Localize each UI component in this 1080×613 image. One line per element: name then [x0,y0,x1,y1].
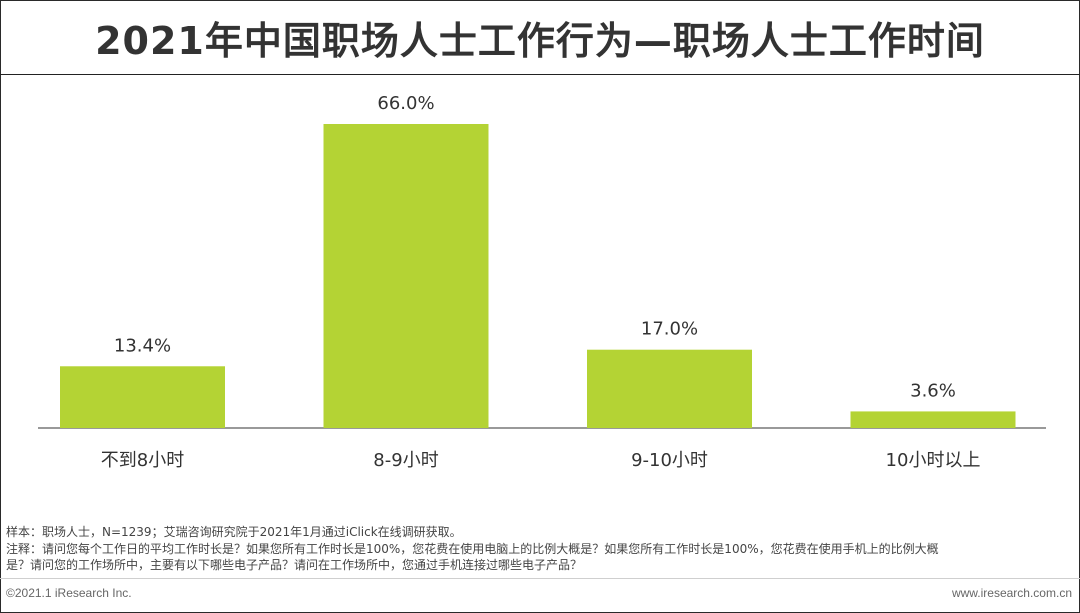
footer-divider [0,578,1080,579]
bar-chart: 13.4% 不到8小时 66.0% 8-9小时 17.0% 9-10小时 3.6% 10小时以… [38,93,1046,471]
sample-note: 样本：职场人士，N=1239；艾瑞咨询研究院于2021年1月通过iClick在线… [6,525,462,539]
note-line-1: 注释：请问您每个工作日的平均工作时长是？如果您所有工作时长是100%，您花费在使… [6,542,939,556]
title-divider [0,74,1080,75]
value-label-2: 17.0% [641,319,698,340]
category-label-1: 8-9小时 [373,450,438,471]
category-label-2: 9-10小时 [631,450,708,471]
category-label-0: 不到8小时 [101,450,184,471]
category-label-3: 10小时以上 [886,450,981,471]
value-label-3: 3.6% [910,380,956,401]
bars-group: 13.4% 不到8小时 66.0% 8-9小时 17.0% 9-10小时 3.6% 10小时以… [60,93,1016,471]
copyright: ©2021.1 iResearch Inc. [6,586,132,600]
chart-title: 2021年中国职场人士工作行为—职场人士工作时间 [95,19,985,63]
value-label-1: 66.0% [377,93,434,114]
bar-3 [850,411,1016,428]
bar-0 [60,366,225,428]
bar-1 [323,124,489,428]
website-link[interactable]: www.iresearch.com.cn [951,586,1072,600]
note-line-2: 是？请问您的工作场所中，主要有以下哪些电子产品？请问在工作场所中，您通过手机连接… [6,558,583,572]
value-label-0: 13.4% [114,335,171,356]
bar-2 [587,349,752,428]
